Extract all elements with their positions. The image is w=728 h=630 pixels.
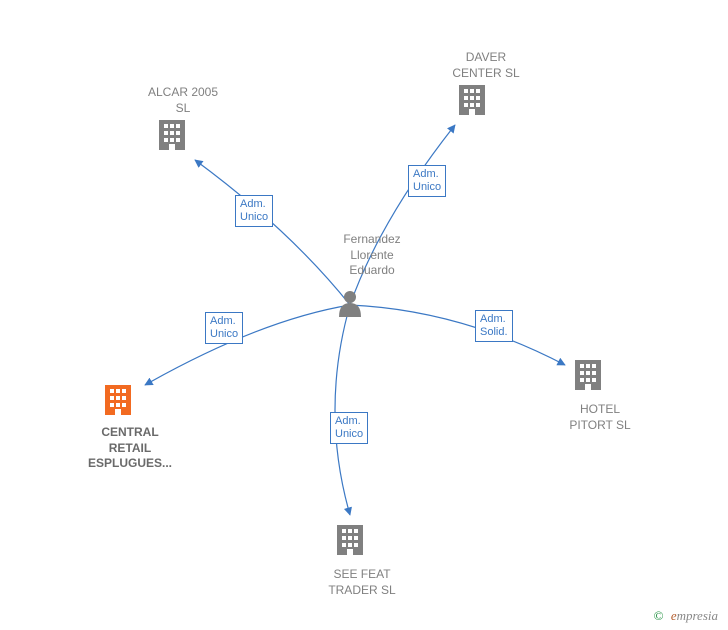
node-label: CENTRAL RETAIL ESPLUGUES... — [75, 425, 185, 472]
building-icon — [575, 360, 601, 390]
edge — [335, 305, 350, 515]
edge-label: Adm. Solid. — [475, 310, 513, 342]
edge-label: Adm. Unico — [408, 165, 446, 197]
node-label: SEE FEAT TRADER SL — [312, 567, 412, 598]
edge — [195, 160, 350, 305]
center-node-label: Fernandez Llorente Eduardo — [332, 232, 412, 279]
diagram-canvas — [0, 0, 728, 630]
copyright-symbol: © — [654, 608, 664, 623]
node-label: HOTEL PITORT SL — [555, 402, 645, 433]
building-icon — [337, 525, 363, 555]
edge — [145, 305, 350, 385]
node-label: DAVER CENTER SL — [436, 50, 536, 81]
edge-label: Adm. Unico — [205, 312, 243, 344]
building-icon — [159, 120, 185, 150]
edge — [350, 305, 565, 365]
edge-label: Adm. Unico — [330, 412, 368, 444]
attribution: © empresia — [654, 608, 718, 624]
building-icon — [105, 385, 131, 415]
attribution-rest: mpresia — [677, 608, 718, 623]
building-icon — [459, 85, 485, 115]
node-label: ALCAR 2005 SL — [138, 85, 228, 116]
edge-label: Adm. Unico — [235, 195, 273, 227]
